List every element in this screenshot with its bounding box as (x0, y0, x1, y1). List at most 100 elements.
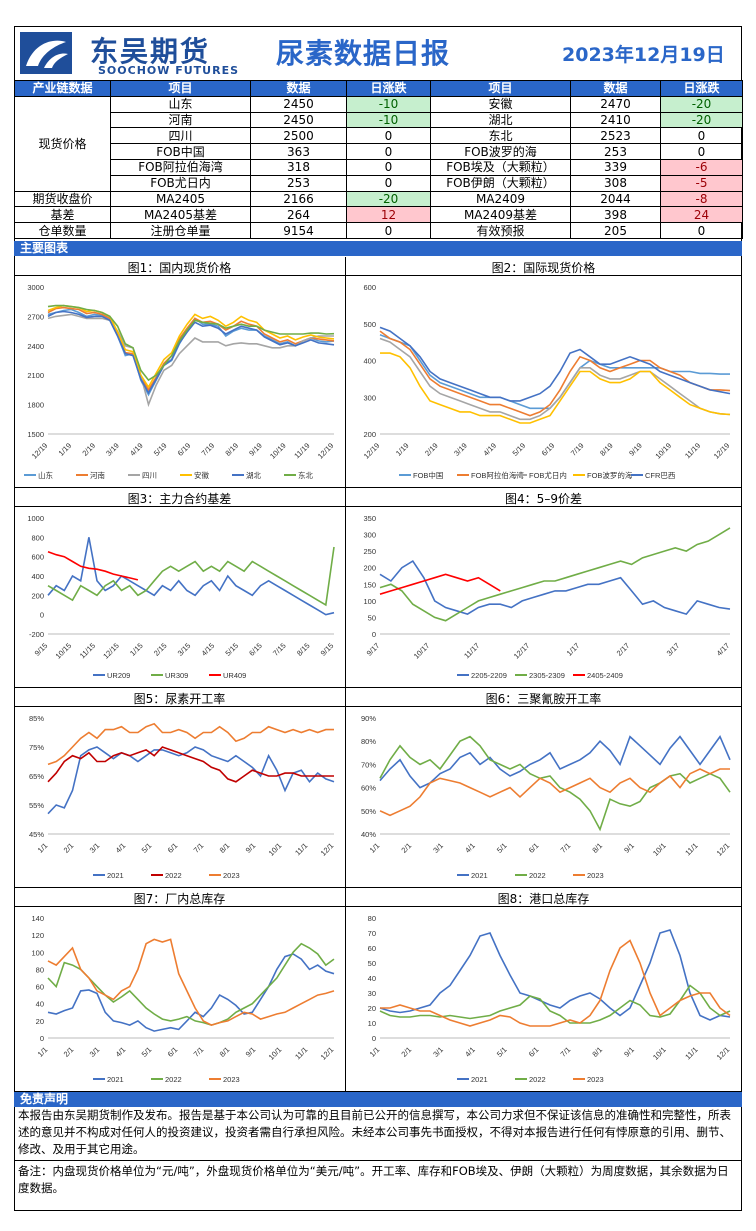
series-line (379, 326, 731, 402)
y-tick-label: 80 (36, 965, 44, 974)
y-tick-label: 350 (363, 514, 376, 523)
left-change: -10 (346, 111, 431, 129)
chart-title: 图8：港口总库存 (497, 892, 590, 906)
chart-svg: 0 20 40 60 80 100 120 140 1/1 2/1 3/1 4/1 5/1 6/1 7/1 8… (31, 914, 336, 1084)
x-tick-label: 11/1 (293, 1045, 309, 1061)
x-tick-label: 2/17 (615, 641, 632, 658)
x-tick-label: 12/1 (319, 1045, 336, 1062)
chart-svg: 45% 55% 65% 75% 85% 1/1 2/1 3/1 4/1 5/1 6/1 7/1 8/1 9… (29, 714, 335, 880)
industry-data-table: 产业链数据 项目 数据 日涨跌 项目 数据 日涨跌 现货价格 山东 2450 -10 安… (14, 80, 743, 239)
x-tick-label: 12/19 (362, 441, 382, 461)
y-tick-label: 65% (29, 772, 44, 781)
y-tick-label: 50 (368, 959, 376, 968)
x-tick-label: 9/1 (622, 841, 636, 855)
table-header-row: 产业链数据 项目 数据 日涨跌 项目 数据 日涨跌 (14, 80, 743, 97)
x-tick-label: 1/1 (36, 841, 50, 855)
y-tick-label: 0 (40, 611, 44, 620)
x-tick-label: 4/1 (114, 1045, 128, 1059)
y-tick-label: 90% (361, 714, 376, 723)
x-tick-label: 9/15 (33, 641, 50, 658)
right-value: 205 (570, 222, 661, 239)
x-tick-label: 1/1 (368, 841, 382, 855)
series-line (47, 953, 335, 1032)
chart-title: 图5：尿素开工率 (133, 692, 226, 706)
x-tick-label: 3/19 (104, 441, 121, 458)
x-tick-label: 9/19 (627, 441, 644, 458)
y-tick-label: 140 (31, 914, 44, 923)
left-change: -10 (346, 95, 431, 113)
series-line (47, 746, 335, 815)
chart-title-divider (346, 906, 741, 907)
chart-title: 图6：三聚氰胺开工率 (485, 692, 602, 706)
y-tick-label: 40 (368, 974, 376, 983)
left-value: 2166 (250, 190, 347, 208)
legend-label: 2021 (471, 1075, 488, 1084)
x-tick-label: 7/1 (559, 1045, 573, 1059)
x-tick-label: 3/15 (176, 641, 193, 658)
table-row: FOB阿拉伯海湾 318 0 FOB埃及（大颗粒） 339 -6 (15, 158, 743, 176)
x-tick-label: 3/19 (452, 441, 469, 458)
y-tick-label: 50 (368, 613, 376, 622)
series-line (380, 939, 731, 1027)
chart-svg: 0 10 20 30 40 50 60 70 80 1/1 2/1 3/1 4/1 5/1 6/1 7/1 8/… (368, 914, 732, 1084)
legend-label: 2205-2209 (471, 671, 507, 680)
y-tick-label: 200 (363, 564, 376, 573)
y-tick-label: 3000 (27, 283, 44, 292)
x-tick-label: 9/17 (365, 641, 382, 658)
chart-svg: 1500 1800 2100 2400 2700 3000 12/19 1/19 2/19 3/1… (24, 283, 336, 480)
x-tick-label: 3/17 (665, 641, 682, 658)
x-tick-label: 5/1 (140, 1045, 154, 1059)
series-line (379, 573, 501, 595)
row-category: 期货收盘价 (14, 190, 111, 208)
y-tick-label: 20 (36, 1017, 44, 1026)
series-line (379, 734, 731, 789)
y-tick-label: 80% (361, 737, 376, 746)
series-line (379, 330, 731, 417)
y-tick-label: 30 (368, 989, 376, 998)
x-tick-label: 7/19 (569, 441, 586, 458)
right-change: 0 (660, 127, 743, 145)
series-line (47, 938, 335, 1026)
left-item: 四川 (110, 127, 251, 145)
table-row: 期货收盘价 MA2405 2166 -20 MA2409 2044 -8 (14, 190, 743, 208)
x-tick-label: 2/1 (399, 1045, 413, 1059)
y-tick-label: 120 (31, 931, 44, 940)
x-tick-label: 8/19 (598, 441, 615, 458)
x-tick-label: 11/1 (293, 841, 309, 857)
x-tick-label: 7/1 (559, 841, 573, 855)
table-row: FOB尤日内 253 0 FOB伊朗（大颗粒） 308 -5 (15, 174, 743, 192)
right-value: 398 (570, 206, 661, 224)
y-tick-label: 250 (363, 547, 376, 556)
left-change: 0 (346, 158, 431, 176)
x-tick-label: 6/1 (166, 1045, 180, 1059)
legend-label: 2022 (165, 871, 182, 880)
x-tick-label: 2/1 (62, 841, 76, 855)
chart-panel: 图8：港口总库存 0 10 20 30 40 50 60 70 80 1/1 2/1 3/1 4/1 5/1… (346, 888, 742, 1092)
x-tick-label: 12/19 (316, 441, 336, 461)
right-change: -5 (660, 174, 743, 192)
y-tick-label: 60% (361, 784, 376, 793)
x-tick-label: 3/1 (431, 1045, 445, 1059)
right-value: 2523 (570, 127, 661, 145)
y-tick-label: 100 (31, 948, 44, 957)
x-tick-label: 6/1 (527, 1045, 541, 1059)
x-tick-label: 3/1 (88, 1045, 102, 1059)
y-tick-label: 20 (368, 1004, 376, 1013)
right-value: 2044 (570, 190, 661, 208)
company-name-cn: 东吴期货 (90, 35, 211, 68)
x-tick-label: 10/17 (412, 641, 432, 661)
left-change: 0 (346, 143, 431, 160)
x-tick-label: 10/1 (651, 1045, 668, 1062)
left-item: FOB尤日内 (110, 174, 251, 192)
y-tick-label: 300 (363, 531, 376, 540)
col-header: 项目 (430, 80, 571, 97)
x-tick-label: 8/15 (295, 641, 312, 658)
right-item: 湖北 (430, 111, 571, 129)
x-tick-label: 8/1 (590, 1045, 604, 1059)
legend-label: 2405-2409 (587, 671, 623, 680)
x-tick-label: 7/1 (192, 841, 206, 855)
col-header: 数据 (250, 80, 347, 97)
x-tick-label: 8/1 (590, 841, 604, 855)
right-change: -20 (660, 111, 743, 129)
